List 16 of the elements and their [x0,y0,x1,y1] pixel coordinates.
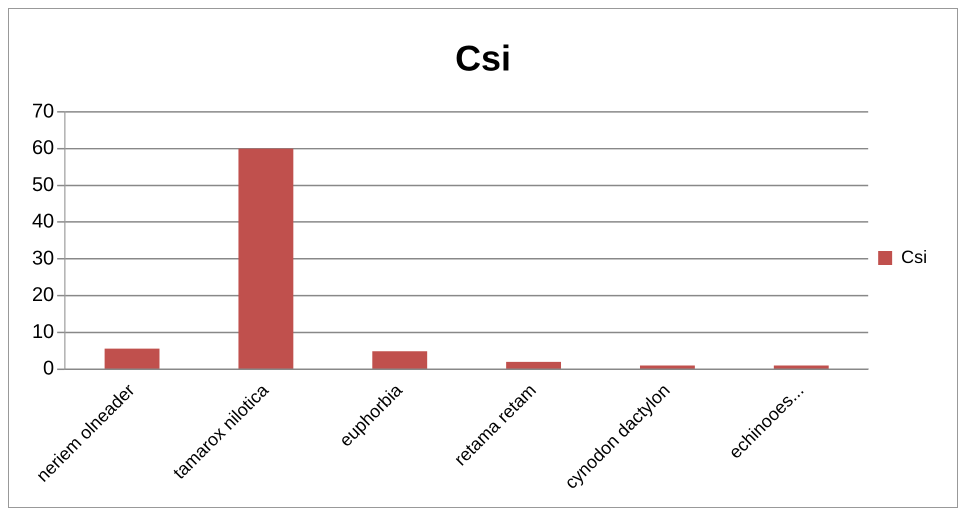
bar [238,148,294,368]
y-tick-label: 70 [32,100,54,122]
bar [506,362,562,368]
bar [640,366,695,368]
y-tick-label: 0 [43,358,54,380]
legend-label: Csi [901,246,928,267]
y-tick-label: 40 [32,210,54,233]
y-tick-label: 60 [32,137,54,160]
chart-title: Csi [455,38,511,78]
y-tick-label: 10 [32,320,54,343]
y-tick-label: 20 [32,284,54,306]
y-tick-label: 30 [32,247,54,270]
bar [774,366,829,368]
bar [372,351,428,368]
y-tick-label: 50 [32,174,54,196]
bar [104,348,160,368]
